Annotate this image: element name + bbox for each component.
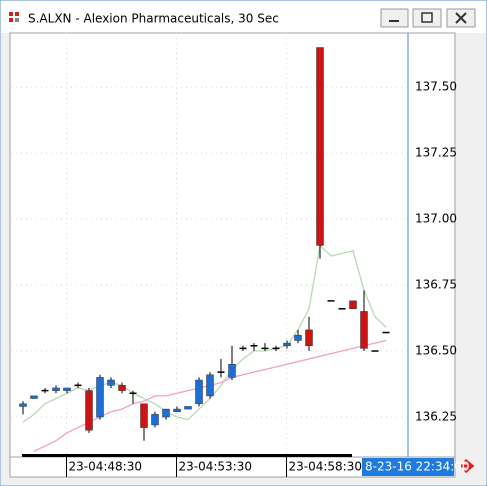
candle-body bbox=[173, 408, 181, 412]
candle-body bbox=[151, 414, 159, 426]
y-tick-label: 136.75 bbox=[415, 278, 457, 292]
candle-body bbox=[162, 408, 170, 418]
close-button[interactable] bbox=[446, 8, 476, 28]
candle-body bbox=[360, 311, 368, 349]
candle-body bbox=[140, 403, 148, 428]
y-tick-label: 137.25 bbox=[415, 146, 457, 160]
y-tick-label: 137.50 bbox=[415, 80, 457, 94]
candle-body bbox=[316, 47, 324, 246]
x-tick-label: 23-04:53:30 bbox=[179, 460, 253, 474]
candle-body bbox=[195, 379, 203, 405]
candle-body bbox=[206, 374, 214, 397]
candle-body bbox=[184, 406, 192, 410]
app-icon bbox=[9, 12, 19, 22]
candle-body bbox=[52, 387, 60, 391]
candle-body bbox=[228, 363, 236, 378]
candle-body bbox=[107, 379, 115, 386]
y-tick-label: 136.50 bbox=[415, 344, 457, 358]
candle-body bbox=[294, 334, 302, 341]
y-tick-label: 137.00 bbox=[415, 212, 457, 226]
cursor-label-box bbox=[362, 458, 454, 476]
candle-body bbox=[283, 342, 291, 346]
cursor-label: 8-23-16 22:34:00 bbox=[365, 460, 470, 474]
candle-body bbox=[349, 300, 357, 310]
candle-body bbox=[19, 403, 27, 407]
scroll-right-arrow[interactable] bbox=[460, 458, 475, 474]
x-tick-label: 23-04:58:30 bbox=[289, 460, 363, 474]
scroll-bar[interactable] bbox=[22, 454, 352, 457]
plot-area bbox=[9, 32, 456, 458]
moving-average-line bbox=[22, 244, 387, 423]
candle-body bbox=[118, 385, 126, 391]
candle-body bbox=[305, 329, 313, 346]
candle-body bbox=[85, 390, 93, 431]
y-tick-label: 136.25 bbox=[415, 409, 457, 423]
window-title: S.ALXN - Alexion Pharmaceuticals, 30 Sec bbox=[28, 12, 279, 26]
x-tick-label: 23-04:48:30 bbox=[69, 460, 143, 474]
candle-body bbox=[96, 377, 104, 418]
candle-body bbox=[30, 395, 38, 399]
minimize-button[interactable] bbox=[380, 8, 409, 28]
candle-body bbox=[63, 387, 71, 391]
maximize-button[interactable] bbox=[412, 8, 442, 28]
